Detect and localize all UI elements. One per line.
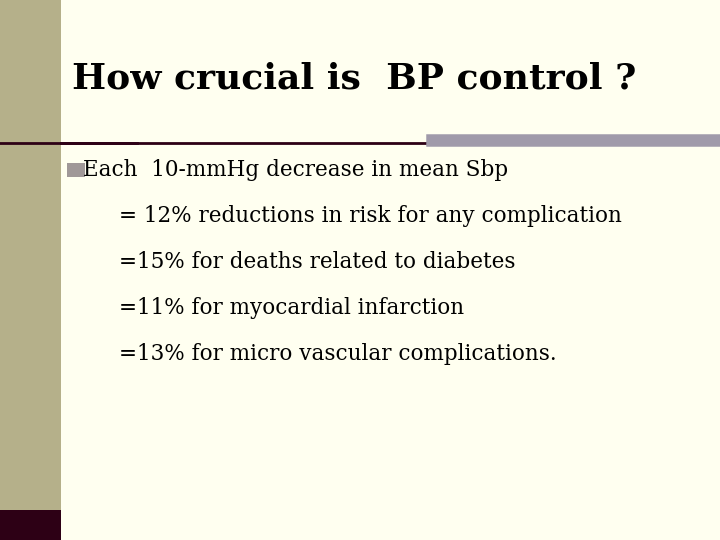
Text: =15% for deaths related to diabetes: =15% for deaths related to diabetes [119,251,516,273]
Text: Each  10-mmHg decrease in mean Sbp: Each 10-mmHg decrease in mean Sbp [83,159,508,181]
Text: How crucial is  BP control ?: How crucial is BP control ? [72,62,636,95]
Bar [0,0,61,510]
Text: =11% for myocardial infarction: =11% for myocardial infarction [119,297,464,319]
Bar [0,510,61,540]
Text: =13% for micro vascular complications.: =13% for micro vascular complications. [119,343,557,364]
Text: = 12% reductions in risk for any complication: = 12% reductions in risk for any complic… [119,205,621,227]
Bar [67,163,85,177]
